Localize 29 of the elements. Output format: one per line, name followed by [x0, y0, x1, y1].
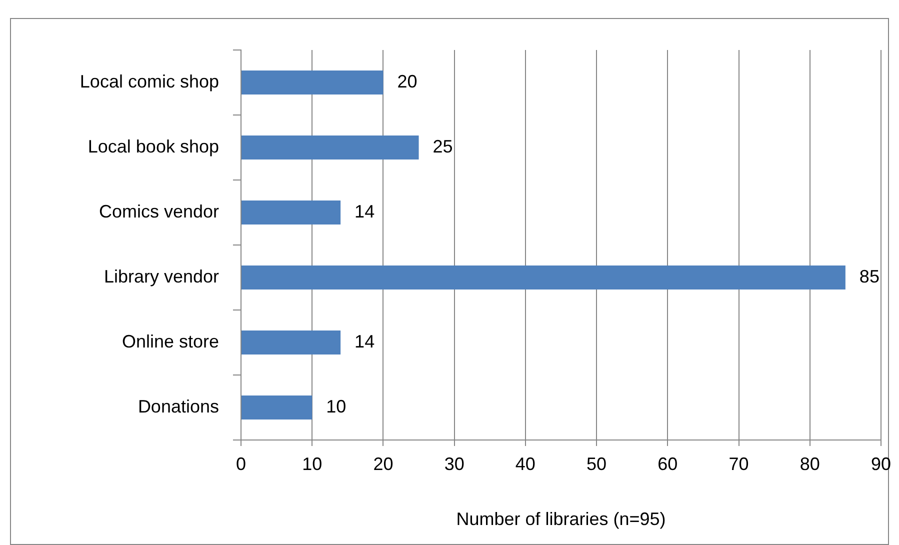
bar — [242, 395, 312, 420]
bar — [242, 135, 419, 160]
data-label: 85 — [859, 266, 880, 286]
y-tick-label: Library vendor — [104, 266, 219, 286]
x-tick-label: 30 — [444, 454, 464, 474]
data-label: 10 — [326, 396, 346, 416]
data-label: 14 — [354, 201, 375, 222]
bar — [242, 70, 384, 95]
x-tick-label: 40 — [515, 454, 536, 474]
y-tick-label: Online store — [122, 331, 219, 352]
x-tick-label: 20 — [373, 454, 394, 474]
y-tick-label: Local comic shop — [80, 71, 219, 92]
data-label: 25 — [432, 136, 453, 156]
bar — [242, 330, 341, 355]
data-label: 14 — [354, 331, 375, 352]
x-tick-label: 90 — [870, 454, 892, 474]
x-tick-label: 70 — [728, 454, 749, 474]
data-label: 20 — [397, 71, 418, 92]
bar — [242, 265, 846, 290]
y-tick-label: Local book shop — [88, 136, 219, 156]
y-tick-label: Donations — [138, 396, 219, 416]
y-tick-label: Comics vendor — [98, 201, 219, 222]
x-tick-label: 0 — [236, 454, 246, 474]
x-axis-title: Number of libraries (n=95) — [456, 509, 666, 530]
x-tick-label: 80 — [800, 454, 820, 474]
x-tick-label: 50 — [586, 454, 607, 474]
x-tick-label: 10 — [302, 454, 322, 474]
x-tick-label: 60 — [658, 454, 678, 474]
bar — [242, 200, 341, 225]
